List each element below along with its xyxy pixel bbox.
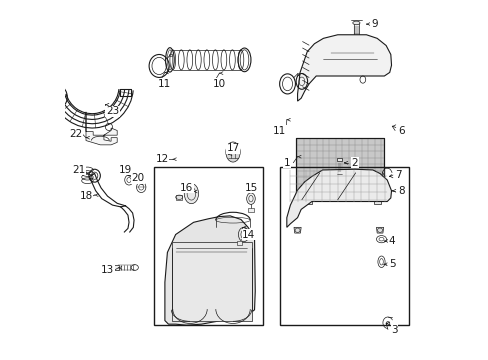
- Polygon shape: [297, 35, 391, 101]
- Text: 11: 11: [272, 126, 285, 135]
- Bar: [169, 54, 172, 56]
- Polygon shape: [236, 241, 241, 245]
- Text: 5: 5: [388, 259, 395, 269]
- Polygon shape: [164, 216, 255, 325]
- Bar: [373, 197, 381, 204]
- Bar: [296, 138, 384, 197]
- Bar: [296, 73, 299, 75]
- Ellipse shape: [238, 227, 249, 242]
- Bar: [353, 23, 359, 37]
- Text: 4: 4: [388, 236, 395, 246]
- Ellipse shape: [352, 21, 359, 25]
- Text: 14: 14: [242, 230, 255, 239]
- Bar: [114, 265, 119, 270]
- Text: 10: 10: [212, 79, 225, 89]
- Text: 23: 23: [106, 106, 119, 116]
- Bar: [172, 242, 251, 320]
- Text: 12: 12: [155, 154, 168, 164]
- Ellipse shape: [225, 142, 240, 162]
- Bar: [303, 197, 311, 204]
- Text: 20: 20: [131, 173, 144, 183]
- Bar: [337, 158, 341, 161]
- Bar: [247, 208, 253, 212]
- Text: 8: 8: [397, 186, 404, 196]
- Ellipse shape: [184, 184, 198, 204]
- Bar: [154, 167, 263, 325]
- Polygon shape: [86, 112, 117, 145]
- Polygon shape: [286, 169, 391, 227]
- Text: 19: 19: [119, 165, 132, 175]
- Text: 1: 1: [283, 158, 289, 168]
- Bar: [296, 138, 384, 197]
- Text: 17: 17: [226, 143, 239, 153]
- Text: 7: 7: [394, 170, 401, 180]
- Bar: [280, 167, 408, 325]
- Text: 21: 21: [72, 165, 85, 175]
- Polygon shape: [376, 227, 383, 233]
- Polygon shape: [293, 227, 301, 233]
- Text: 16: 16: [180, 183, 193, 193]
- Ellipse shape: [246, 193, 255, 204]
- Text: 3: 3: [390, 325, 397, 334]
- Text: 6: 6: [397, 126, 404, 135]
- Bar: [175, 195, 182, 200]
- Text: 15: 15: [244, 183, 257, 193]
- Text: 11: 11: [158, 79, 171, 89]
- Text: 13: 13: [101, 265, 114, 275]
- Text: 22: 22: [69, 129, 82, 139]
- Text: 18: 18: [79, 191, 92, 201]
- Text: 9: 9: [370, 19, 377, 29]
- Text: 2: 2: [351, 158, 358, 168]
